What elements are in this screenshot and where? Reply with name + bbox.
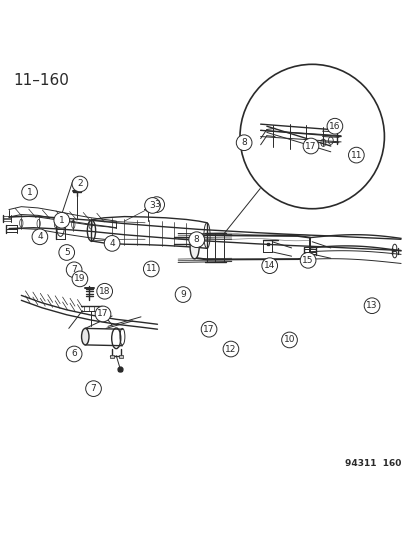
Ellipse shape — [81, 328, 89, 345]
Circle shape — [72, 176, 88, 192]
Circle shape — [299, 253, 315, 268]
Circle shape — [188, 232, 204, 247]
Text: 17: 17 — [203, 325, 214, 334]
Circle shape — [201, 321, 216, 337]
Text: 2: 2 — [77, 180, 83, 189]
Circle shape — [175, 287, 190, 302]
Text: 8: 8 — [193, 235, 199, 244]
Bar — [119, 355, 123, 358]
Circle shape — [236, 135, 252, 150]
Circle shape — [281, 332, 297, 348]
Text: 10: 10 — [283, 335, 294, 344]
Circle shape — [104, 236, 120, 251]
Circle shape — [223, 341, 238, 357]
Circle shape — [32, 229, 47, 245]
Text: 8: 8 — [241, 138, 247, 147]
Circle shape — [145, 198, 160, 213]
Text: 11–160: 11–160 — [13, 74, 69, 88]
Bar — [109, 355, 114, 358]
Text: 94311  160: 94311 160 — [344, 459, 400, 468]
Circle shape — [326, 118, 342, 134]
Circle shape — [143, 261, 159, 277]
Text: 19: 19 — [74, 274, 85, 284]
Text: 15: 15 — [301, 256, 313, 265]
Circle shape — [148, 197, 164, 213]
Circle shape — [97, 284, 112, 299]
Circle shape — [348, 147, 363, 163]
Text: 5: 5 — [64, 248, 69, 257]
Text: 9: 9 — [180, 290, 185, 299]
Circle shape — [302, 138, 318, 154]
Text: 18: 18 — [99, 287, 110, 296]
Text: 3: 3 — [153, 200, 159, 209]
Circle shape — [59, 245, 74, 260]
Circle shape — [261, 258, 277, 273]
Circle shape — [54, 213, 69, 228]
Text: 11: 11 — [350, 151, 361, 159]
Text: 1: 1 — [26, 188, 32, 197]
Circle shape — [85, 381, 101, 397]
Text: 1: 1 — [59, 216, 64, 225]
Circle shape — [72, 271, 88, 287]
Text: 7: 7 — [71, 265, 77, 274]
Text: 13: 13 — [366, 301, 377, 310]
Circle shape — [66, 346, 82, 362]
Text: 3: 3 — [149, 201, 155, 210]
Circle shape — [22, 184, 37, 200]
Text: 12: 12 — [225, 344, 236, 353]
Text: 6: 6 — [71, 350, 77, 359]
Text: 17: 17 — [97, 310, 109, 318]
Text: 4: 4 — [109, 239, 115, 248]
Circle shape — [363, 298, 379, 313]
Text: 16: 16 — [328, 122, 340, 131]
Text: 7: 7 — [90, 384, 96, 393]
Text: 14: 14 — [263, 261, 275, 270]
Circle shape — [240, 64, 384, 209]
Text: 11: 11 — [145, 264, 157, 273]
Circle shape — [66, 262, 82, 278]
Circle shape — [95, 306, 111, 322]
Text: 4: 4 — [37, 232, 43, 241]
Ellipse shape — [190, 236, 199, 259]
Text: 17: 17 — [304, 142, 316, 150]
